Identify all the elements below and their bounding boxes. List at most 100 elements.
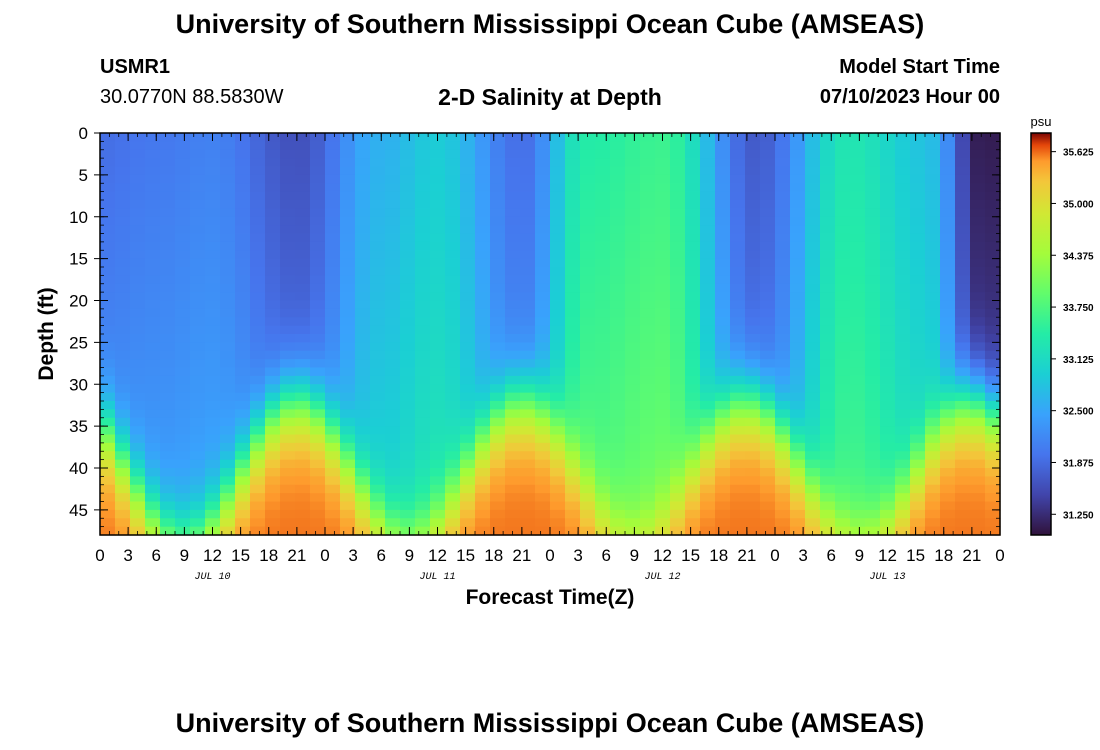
heatmap-cell (430, 308, 446, 318)
heatmap-cell (415, 468, 431, 477)
heatmap-cell (910, 526, 926, 536)
heatmap-cell (985, 367, 1001, 377)
heatmap-cell (415, 359, 431, 369)
heatmap-cell (295, 493, 311, 503)
heatmap-cell (655, 141, 671, 151)
heatmap-cell (595, 275, 611, 285)
heatmap-cell (100, 317, 116, 327)
heatmap-cell (790, 426, 806, 436)
heatmap-cell (760, 317, 776, 327)
heatmap-cell (265, 518, 281, 528)
station-coords: 30.0770N 88.5830W (100, 86, 284, 108)
heatmap-cell (205, 308, 221, 318)
heatmap-cell (145, 334, 161, 343)
heatmap-cell (325, 359, 341, 369)
heatmap-cell (175, 208, 191, 218)
heatmap-cell (610, 459, 626, 469)
heatmap-cell (145, 526, 161, 536)
heatmap-cell (760, 442, 776, 452)
heatmap-cell (130, 334, 146, 343)
heatmap-cell (640, 459, 656, 469)
heatmap-cell (850, 166, 866, 176)
heatmap-cell (625, 509, 641, 519)
heatmap-cell (910, 434, 926, 444)
heatmap-cell (865, 367, 881, 377)
heatmap-cell (265, 526, 281, 536)
heatmap-cell (700, 250, 716, 260)
heatmap-cell (505, 317, 521, 327)
heatmap-cell (835, 384, 851, 394)
heatmap-cell (865, 233, 881, 243)
heatmap-cell (730, 267, 746, 276)
heatmap-cell (175, 141, 191, 151)
heatmap-cell (715, 501, 731, 511)
heatmap-cell (655, 392, 671, 402)
heatmap-cell (205, 166, 221, 176)
heatmap-cell (160, 367, 176, 377)
heatmap-cell (115, 484, 131, 494)
heatmap-cell (565, 484, 581, 494)
heatmap-cell (775, 233, 791, 243)
heatmap-cell (475, 384, 491, 394)
heatmap-cell (235, 417, 251, 427)
heatmap-cell (565, 367, 581, 377)
heatmap-cell (220, 392, 236, 402)
heatmap-cell (895, 325, 911, 335)
heatmap-cell (115, 493, 131, 503)
heatmap-cell (535, 275, 551, 285)
heatmap-cell (985, 451, 1001, 461)
heatmap-cell (265, 225, 281, 235)
heatmap-cell (265, 158, 281, 168)
heatmap-cell (460, 476, 476, 486)
heatmap-cell (310, 484, 326, 494)
heatmap-cell (760, 275, 776, 285)
heatmap-cell (535, 442, 551, 452)
heatmap-cell (655, 158, 671, 168)
heatmap-cell (205, 325, 221, 335)
heatmap-cell (655, 308, 671, 318)
heatmap-cell (565, 158, 581, 168)
heatmap-cell (880, 258, 896, 268)
heatmap-cell (790, 267, 806, 276)
heatmap-cell (340, 325, 356, 335)
heatmap-cell (790, 317, 806, 327)
heatmap-cell (940, 166, 956, 176)
x-tick-label: 21 (737, 546, 756, 565)
heatmap-cell (940, 417, 956, 427)
heatmap-cell (820, 191, 836, 201)
heatmap-cell (220, 409, 236, 419)
heatmap-cell (115, 191, 131, 201)
heatmap-cell (175, 308, 191, 318)
heatmap-cell (235, 149, 251, 159)
heatmap-cell (385, 275, 401, 285)
heatmap-cell (160, 392, 176, 402)
heatmap-cell (490, 174, 506, 184)
heatmap-cell (820, 401, 836, 410)
heatmap-cell (715, 434, 731, 444)
heatmap-cell (970, 166, 986, 176)
heatmap-cell (985, 325, 1001, 335)
heatmap-cell (505, 459, 521, 469)
heatmap-cell (655, 493, 671, 503)
heatmap-cell (175, 183, 191, 193)
heatmap-cell (640, 141, 656, 151)
heatmap-cell (580, 334, 596, 343)
heatmap-cell (400, 459, 416, 469)
heatmap-cell (445, 233, 461, 243)
heatmap-cell (460, 359, 476, 369)
heatmap-cell (220, 250, 236, 260)
heatmap-cell (445, 141, 461, 151)
heatmap-cell (235, 409, 251, 419)
heatmap-cell (430, 451, 446, 461)
footer-title: University of Southern Mississippi Ocean… (175, 708, 925, 738)
heatmap-cell (520, 509, 536, 519)
heatmap-cell (880, 509, 896, 519)
heatmap-cell (340, 191, 356, 201)
heatmap-cell (685, 451, 701, 461)
heatmap-cell (160, 133, 176, 142)
heatmap-cell (190, 501, 206, 511)
heatmap-cell (355, 325, 371, 335)
heatmap-cell (625, 518, 641, 528)
heatmap-cell (340, 493, 356, 503)
heatmap-cell (280, 409, 296, 419)
